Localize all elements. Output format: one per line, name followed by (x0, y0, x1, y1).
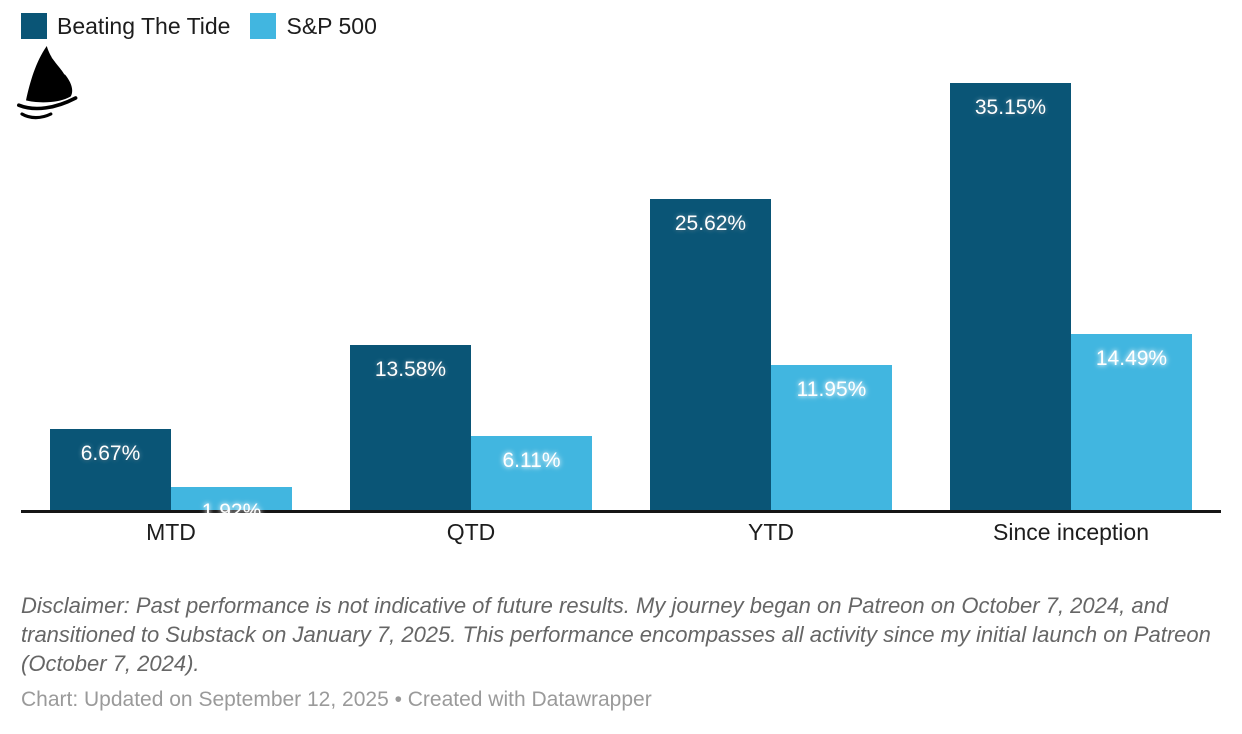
bar-beating-the-tide-ytd: 25.62% (650, 199, 771, 510)
legend-swatch (21, 13, 47, 39)
bar-value-label: 6.11% (502, 449, 561, 472)
chart-attribution: Chart: Updated on September 12, 2025 • C… (21, 688, 652, 711)
bar-group-mtd: 6.67% 1.92% (21, 40, 321, 523)
plot-area: 6.67% 1.92% 13.58% 6.11% 25.62% 11.95% 35.15% 1… (21, 40, 1221, 523)
bar-value-label: 13.58% (374, 358, 447, 381)
bar-beating-the-tide-mtd: 6.67% (50, 429, 171, 510)
legend-item-0: Beating The Tide (21, 13, 230, 39)
bar-group-qtd: 13.58% 6.11% (321, 40, 621, 510)
bar-group-ytd: 25.62% 11.95% (621, 40, 921, 510)
bar-s-p-500-since-inception: 14.49% (1071, 334, 1192, 510)
category-label-qtd: QTD (446, 519, 496, 545)
chart-legend: Beating The Tide S&P 500 (21, 13, 377, 39)
bar-s-p-500-mtd: 1.92% (171, 487, 292, 523)
legend-label: S&P 500 (286, 13, 377, 39)
bar-beating-the-tide-qtd: 13.58% (350, 345, 471, 510)
disclaimer-text: Disclaimer: Past performance is not indi… (21, 593, 1211, 676)
legend-item-1: S&P 500 (250, 13, 377, 39)
category-label-since-inception: Since inception (993, 519, 1149, 545)
bar-value-label: 14.49% (1095, 347, 1168, 370)
bar-beating-the-tide-since-inception: 35.15% (950, 83, 1071, 510)
bar-group-since-inception: 35.15% 14.49% (921, 40, 1221, 510)
bar-value-label: 35.15% (974, 96, 1047, 119)
shark-fin-logo (13, 42, 95, 122)
bar-value-label: 25.62% (674, 212, 747, 235)
category-axis: MTD QTD YTD Since inception (21, 518, 1221, 546)
category-label-mtd: MTD (146, 519, 196, 545)
legend-swatch (250, 13, 277, 39)
bar-value-label: 6.67% (80, 442, 141, 465)
bar-value-label: 11.95% (796, 378, 867, 401)
category-label-ytd: YTD (748, 519, 794, 545)
bar-value-label: 1.92% (201, 500, 262, 523)
bar-s-p-500-ytd: 11.95% (771, 365, 892, 510)
bar-s-p-500-qtd: 6.11% (471, 436, 592, 510)
legend-label: Beating The Tide (57, 13, 231, 39)
